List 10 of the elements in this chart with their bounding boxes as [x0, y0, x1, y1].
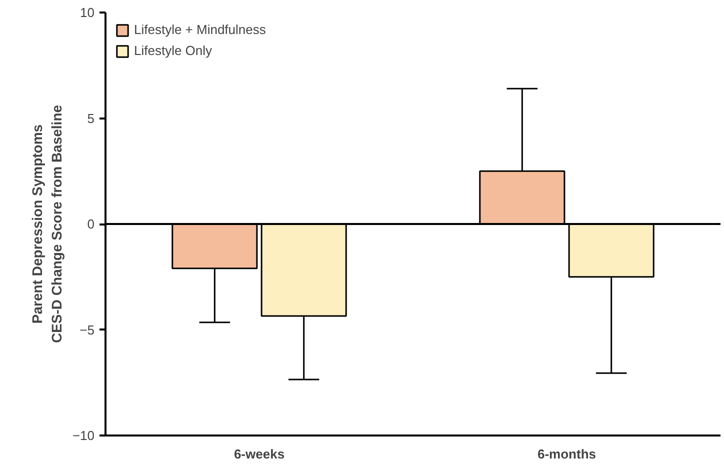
y-tick-label: 0 [87, 216, 95, 232]
legend-label: Lifestyle Only [134, 43, 212, 58]
y-axis-title: Parent Depression Symptoms CES-D Change Score from Baseline [29, 104, 64, 344]
y-tick-label: 10 [80, 5, 95, 20]
legend-label: Lifestyle + Mindfulness [134, 22, 266, 37]
y-tick-label: −10 [72, 428, 95, 443]
x-tick-label: 6-weeks [234, 446, 285, 462]
y-tick-label: −5 [80, 322, 95, 338]
y-tick-label: 5 [87, 110, 95, 126]
x-tick-label: 6-months [538, 446, 596, 462]
